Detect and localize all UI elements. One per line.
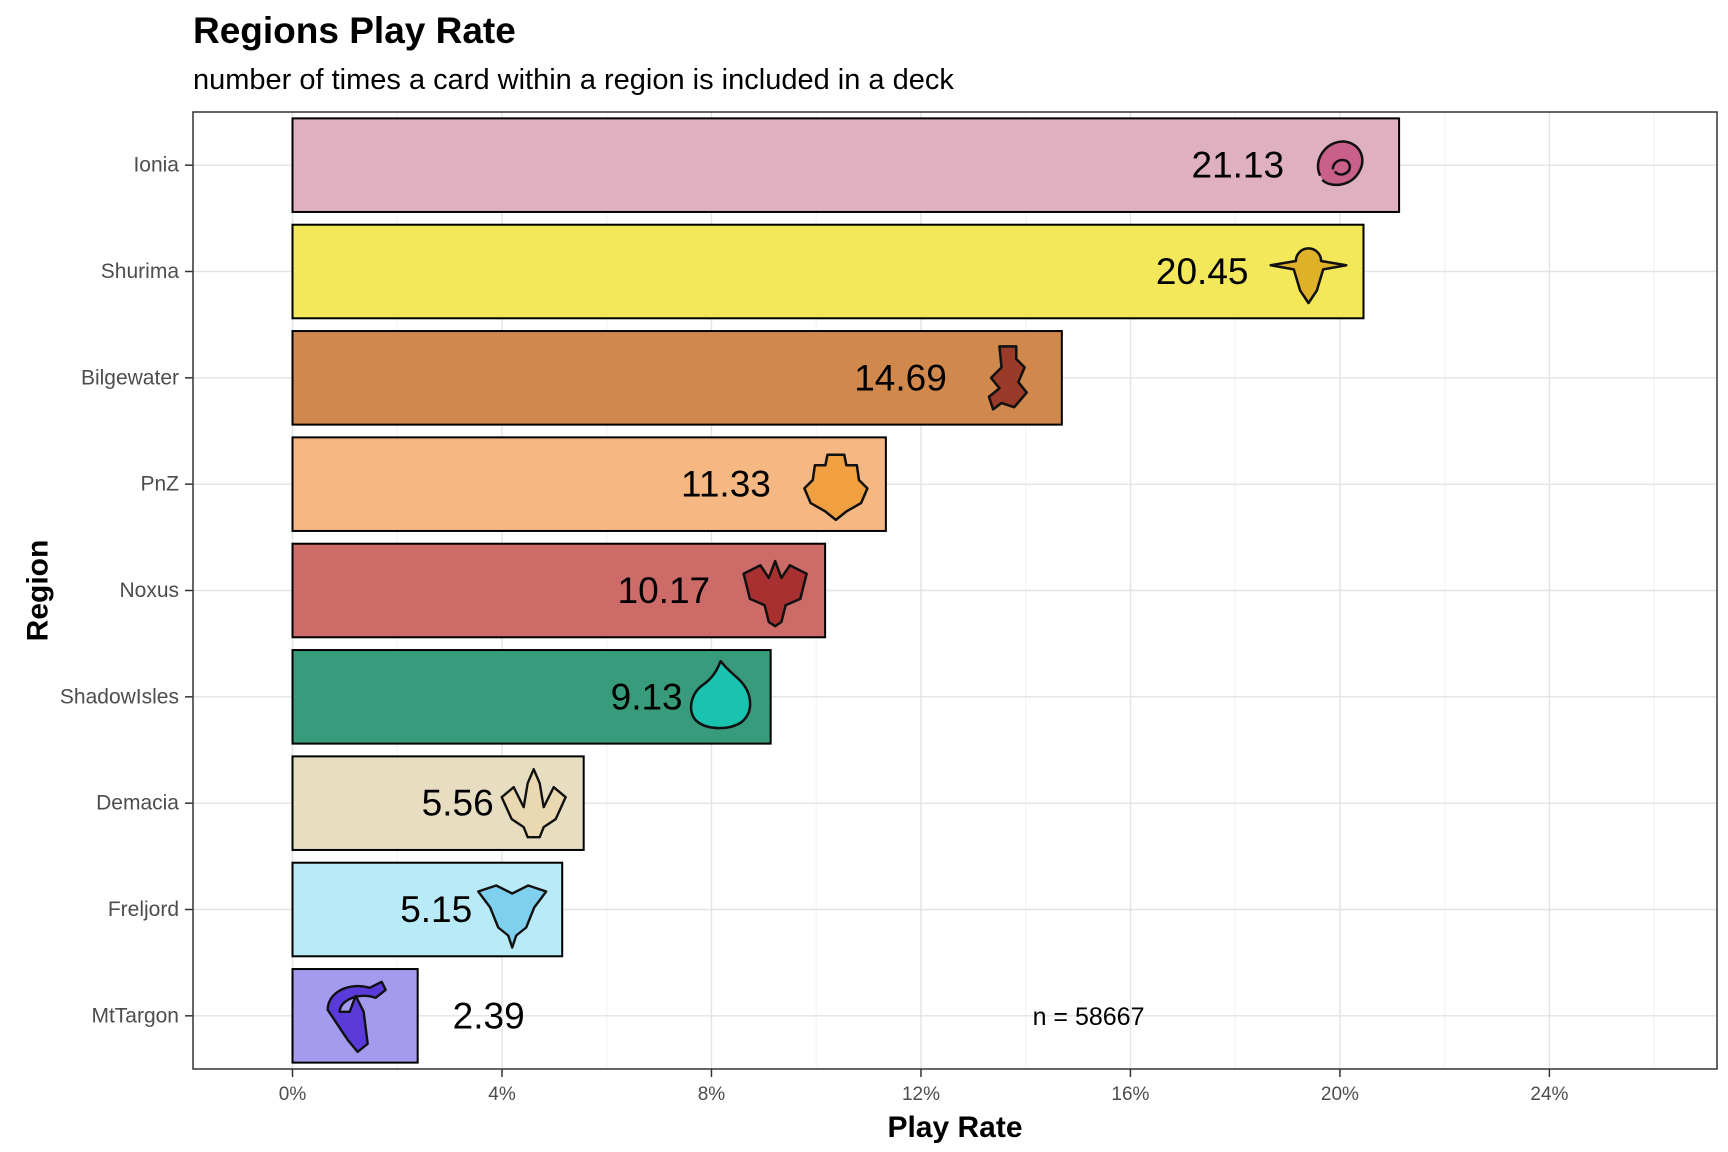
value-label: 21.13 — [1192, 145, 1285, 186]
mttargon-emblem-icon — [326, 980, 387, 1054]
freljord-emblem-icon — [477, 884, 548, 949]
shurima-emblem-icon — [1269, 247, 1348, 305]
x-tick-label: 8% — [698, 1084, 726, 1105]
x-tick-label: 24% — [1530, 1084, 1568, 1105]
shadowisles-emblem-icon — [689, 659, 752, 730]
bars — [291, 117, 1401, 1064]
y-tick-label: Bilgewater — [81, 366, 179, 389]
chart-subtitle: number of times a card within a region i… — [193, 64, 954, 96]
value-labels: 21.13 20.45 14.69 11.33 10.17 9.13 5.56 5.15 2.3… — [400, 145, 1284, 1037]
y-tick-label: ShadowIsles — [60, 685, 179, 708]
y-tick-label: Demacia — [96, 792, 179, 815]
value-label: 20.45 — [1156, 251, 1249, 292]
x-tick-label: 16% — [1111, 1084, 1149, 1105]
bar-shurima — [291, 223, 1365, 320]
value-label: 5.56 — [422, 783, 494, 824]
bilgewater-emblem-icon — [987, 345, 1028, 411]
bar-bilgewater — [291, 330, 1063, 426]
y-axis: Ionia Shurima Bilgewater PnZ Noxus ShadowIsle… — [60, 154, 193, 1027]
x-axis: 0% 4% 8% 12% 16% 20% 24% — [279, 1069, 1569, 1105]
x-tick-label: 0% — [279, 1084, 307, 1105]
y-tick-label: Shurima — [101, 260, 180, 283]
bar-ionia — [291, 117, 1401, 213]
demacia-emblem-icon — [500, 767, 567, 839]
y-tick-label: MtTargon — [91, 1004, 179, 1027]
x-tick-label: 12% — [902, 1084, 940, 1105]
noxus-emblem-icon — [742, 559, 808, 628]
pnz-emblem-icon — [803, 453, 869, 522]
value-label: 14.69 — [854, 357, 947, 398]
ionia-emblem-icon — [1316, 140, 1364, 187]
y-axis-title: Region — [22, 540, 55, 642]
x-tick-label: 20% — [1321, 1084, 1359, 1105]
value-label: 11.33 — [681, 464, 771, 505]
y-tick-label: PnZ — [140, 473, 179, 496]
bar-pnz — [291, 436, 887, 532]
value-label: 2.39 — [453, 995, 525, 1036]
value-label: 9.13 — [611, 676, 683, 717]
x-axis-title: Play Rate — [887, 1111, 1022, 1144]
bar-shadowisles — [291, 649, 772, 745]
y-tick-label: Noxus — [119, 579, 179, 602]
y-tick-label: Ionia — [133, 154, 179, 177]
region-icons — [326, 140, 1364, 1054]
chart-title: Regions Play Rate — [193, 10, 516, 51]
bar-noxus — [291, 542, 827, 639]
y-tick-label: Freljord — [108, 898, 179, 921]
value-label: 5.15 — [400, 889, 472, 930]
sample-size-annotation: n = 58667 — [1033, 1003, 1145, 1031]
x-tick-label: 4% — [488, 1084, 516, 1105]
value-label: 10.17 — [618, 570, 711, 611]
